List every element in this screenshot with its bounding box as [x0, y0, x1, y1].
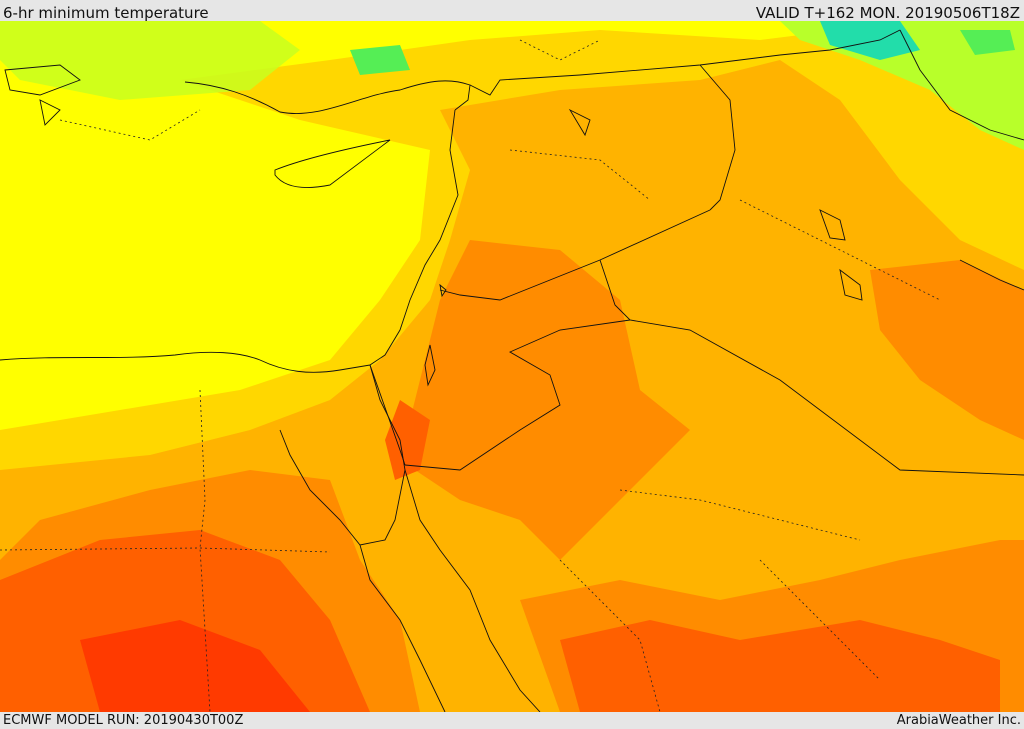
- temperature-zone-green-east: [960, 30, 1015, 55]
- credit: ArabiaWeather Inc.: [896, 713, 1021, 728]
- temperature-zone-red: [80, 620, 310, 712]
- temperature-zone-teal: [820, 21, 920, 60]
- coastlines: [0, 29, 1024, 712]
- temperature-zone-orange-iran: [870, 260, 1024, 440]
- temperature-zone-orange-levant: [400, 240, 690, 560]
- admin-boundaries: [0, 39, 941, 712]
- temperature-zone-lime-caucasus: [780, 21, 1024, 150]
- map-header: 6-hr minimum temperature VALID T+162 MON…: [0, 0, 1024, 22]
- temperature-zone-lime-anatolia: [0, 21, 300, 100]
- temperature-zone-orange-red-valley: [385, 400, 430, 480]
- map-title: 6-hr minimum temperature: [3, 4, 209, 22]
- model-run: ECMWF MODEL RUN: 20190430T00Z: [3, 713, 244, 728]
- valid-time: VALID T+162 MON. 20190506T18Z: [755, 4, 1020, 22]
- map-footer: ECMWF MODEL RUN: 20190430T00Z ArabiaWeat…: [0, 712, 1024, 729]
- temperature-zone-orange-red-south: [560, 620, 1000, 712]
- map-canvas: [0, 21, 1024, 712]
- temperature-map[interactable]: [0, 21, 1024, 712]
- national-borders: [369, 29, 1024, 476]
- temperature-zone-green-anatolia: [350, 45, 410, 75]
